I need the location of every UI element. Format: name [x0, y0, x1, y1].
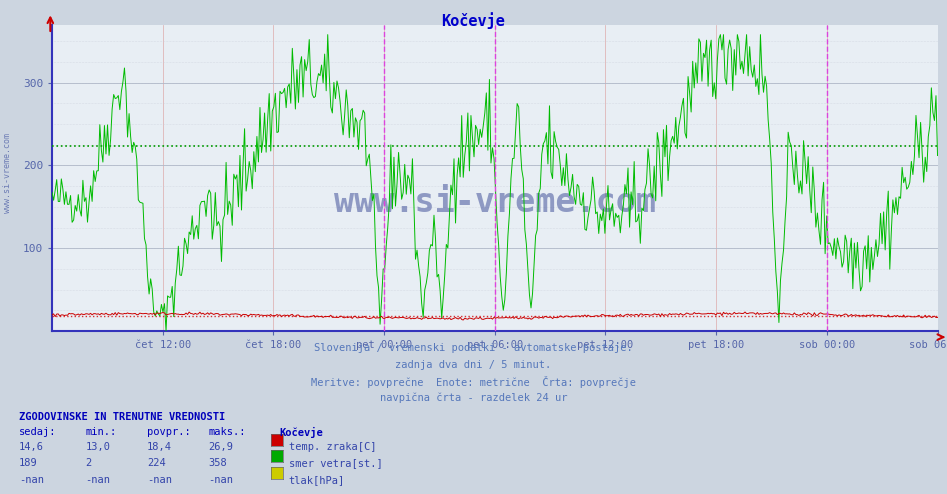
Text: 2: 2 [85, 458, 92, 468]
Text: -nan: -nan [208, 475, 233, 485]
Text: www.si-vreme.com: www.si-vreme.com [333, 186, 656, 219]
Text: -nan: -nan [19, 475, 44, 485]
Text: -nan: -nan [85, 475, 110, 485]
Text: Kočevje: Kočevje [441, 12, 506, 29]
Text: 189: 189 [19, 458, 38, 468]
Text: 14,6: 14,6 [19, 442, 44, 452]
Text: maks.:: maks.: [208, 427, 246, 437]
Text: min.:: min.: [85, 427, 116, 437]
Text: -nan: -nan [147, 475, 171, 485]
Text: 358: 358 [208, 458, 227, 468]
Text: smer vetra[st.]: smer vetra[st.] [289, 458, 383, 468]
Text: Slovenija / vremenski podatki - avtomatske postaje.: Slovenija / vremenski podatki - avtomats… [314, 343, 633, 353]
Text: Kočevje: Kočevje [279, 427, 323, 438]
Text: Meritve: povprečne  Enote: metrične  Črta: povprečje: Meritve: povprečne Enote: metrične Črta:… [311, 376, 636, 388]
Text: sedaj:: sedaj: [19, 427, 57, 437]
Text: 18,4: 18,4 [147, 442, 171, 452]
Text: 13,0: 13,0 [85, 442, 110, 452]
Text: navpična črta - razdelek 24 ur: navpična črta - razdelek 24 ur [380, 393, 567, 403]
Text: temp. zraka[C]: temp. zraka[C] [289, 442, 376, 452]
Text: povpr.:: povpr.: [147, 427, 190, 437]
Text: zadnja dva dni / 5 minut.: zadnja dva dni / 5 minut. [396, 360, 551, 370]
Text: www.si-vreme.com: www.si-vreme.com [3, 133, 12, 213]
Text: 26,9: 26,9 [208, 442, 233, 452]
Text: 224: 224 [147, 458, 166, 468]
Text: tlak[hPa]: tlak[hPa] [289, 475, 345, 485]
Text: ZGODOVINSKE IN TRENUTNE VREDNOSTI: ZGODOVINSKE IN TRENUTNE VREDNOSTI [19, 412, 225, 422]
